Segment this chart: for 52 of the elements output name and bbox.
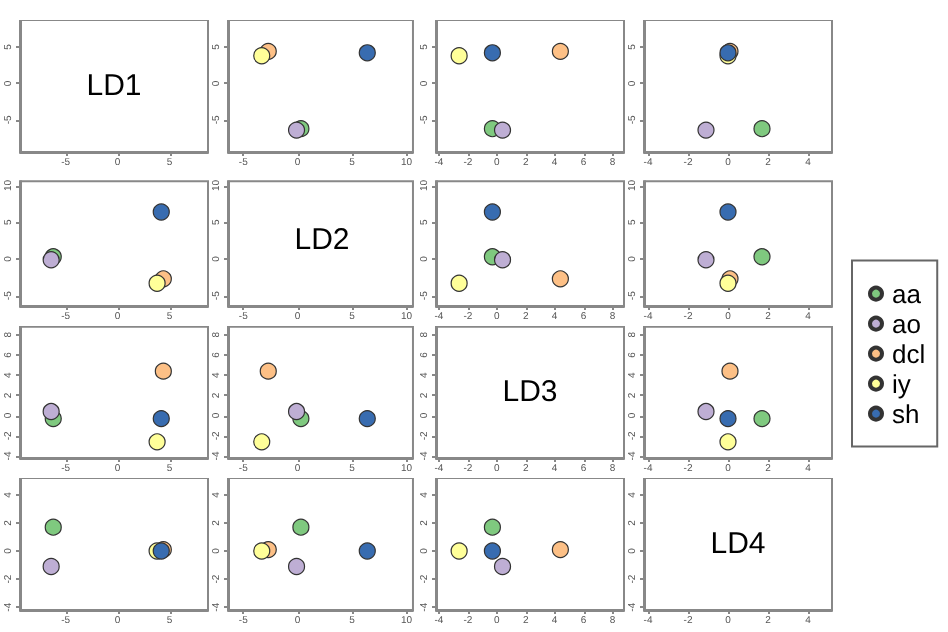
point [483, 202, 501, 220]
point [253, 433, 271, 452]
point [719, 202, 737, 220]
point [253, 543, 271, 561]
point [483, 543, 501, 561]
point [259, 363, 277, 381]
point [753, 120, 771, 138]
point [358, 410, 376, 428]
point [753, 247, 771, 265]
point [753, 410, 771, 428]
point [148, 274, 166, 292]
point [44, 519, 62, 537]
point [493, 250, 512, 268]
point [287, 558, 306, 576]
point [292, 519, 310, 537]
point [450, 274, 468, 292]
point [493, 558, 512, 576]
text: LD1 [86, 69, 142, 103]
legend-label: dcl [892, 337, 926, 368]
point [358, 543, 376, 561]
point [719, 274, 737, 292]
text: LD2 [294, 222, 350, 257]
text: LD3 [502, 375, 558, 410]
point [287, 121, 306, 139]
point [253, 47, 271, 65]
legend-label: sh [892, 397, 920, 428]
point [493, 121, 512, 139]
point [697, 121, 715, 139]
point [287, 403, 306, 421]
legend-label: aa [892, 277, 923, 308]
point [551, 42, 569, 60]
legend-label: iy [892, 367, 912, 398]
point [721, 363, 739, 381]
point [719, 410, 737, 428]
point [719, 433, 737, 452]
point [148, 433, 166, 452]
point [154, 363, 172, 381]
text: LD4 [710, 527, 766, 562]
point [450, 543, 468, 561]
point [551, 269, 569, 287]
point [697, 250, 715, 268]
legend-label: ao [892, 307, 921, 338]
point [483, 519, 501, 537]
point [450, 47, 468, 65]
point [42, 558, 60, 576]
point [42, 403, 60, 421]
point [483, 44, 501, 62]
point [697, 403, 715, 421]
point [152, 410, 170, 428]
point [152, 202, 170, 220]
point [358, 44, 376, 62]
point [551, 541, 569, 559]
